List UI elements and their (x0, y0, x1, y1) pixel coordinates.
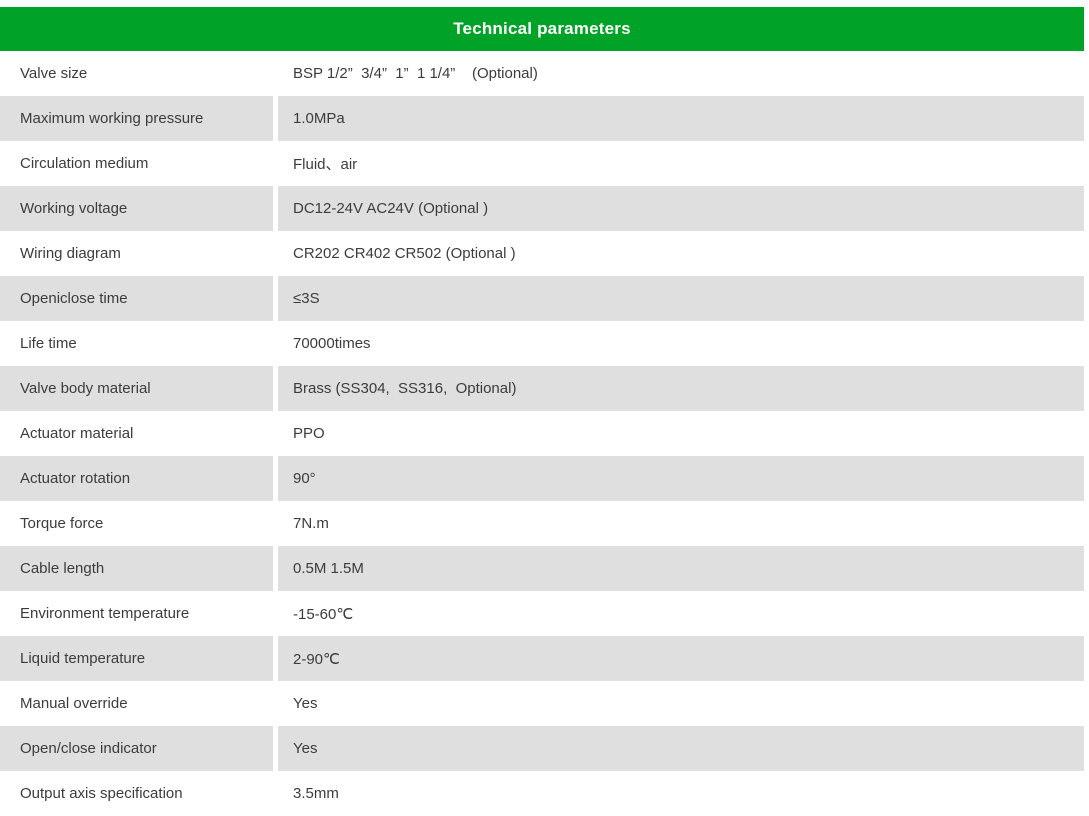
param-value: Brass (SS304, SS316, Optional) (278, 366, 1084, 411)
table-row: Actuator rotation 90° (0, 456, 1084, 501)
param-value: 3.5mm (293, 785, 339, 802)
param-value: 1.0MPa (278, 96, 1084, 141)
param-label: Torque force (20, 515, 104, 532)
param-label: Circulation medium (20, 155, 149, 172)
column-divider (273, 276, 278, 321)
table-row: Actuator material PPO (0, 411, 1084, 456)
table-row: Working voltage DC12-24V AC24V (Optional… (0, 186, 1084, 231)
column-divider (273, 456, 278, 501)
column-divider (273, 591, 278, 636)
column-divider (273, 546, 278, 591)
param-label: Manual override (20, 695, 128, 712)
param-value: CR202 CR402 CR502 (Optional ) (293, 245, 516, 262)
param-value: 2-90℃ (278, 636, 1084, 681)
column-divider (273, 186, 278, 231)
param-label: Maximum working pressure (0, 96, 273, 141)
table-row: Liquid temperature 2-90℃ (0, 636, 1084, 681)
table-row: Maximum working pressure 1.0MPa (0, 96, 1084, 141)
column-divider (273, 96, 278, 141)
column-divider (273, 141, 278, 186)
param-label: Open/close indicator (0, 726, 273, 771)
column-divider (273, 231, 278, 276)
param-value: BSP 1/2” 3/4” 1” 1 1/4” (Optional) (293, 65, 538, 82)
param-label: Valve size (20, 65, 88, 82)
param-value: ≤3S (278, 276, 1084, 321)
table-row: Environment temperature -15-60℃ (0, 591, 1084, 636)
param-label: Output axis specification (20, 785, 183, 802)
param-value: 90° (278, 456, 1084, 501)
param-label: Cable length (0, 546, 273, 591)
column-divider (273, 501, 278, 546)
table-body: Valve size BSP 1/2” 3/4” 1” 1 1/4” (Opti… (0, 51, 1084, 816)
column-divider (273, 411, 278, 456)
table-title-bar: Technical parameters (0, 7, 1084, 51)
param-label: Openiclose time (0, 276, 273, 321)
table-row: Valve body material Brass (SS304, SS316,… (0, 366, 1084, 411)
column-divider (273, 51, 278, 96)
table-row: Wiring diagram CR202 CR402 CR502 (Option… (0, 231, 1084, 276)
param-label: Wiring diagram (20, 245, 121, 262)
table-row: Output axis specification 3.5mm (0, 771, 1084, 816)
param-label: Environment temperature (20, 605, 190, 622)
column-divider (273, 321, 278, 366)
param-value: DC12-24V AC24V (Optional ) (278, 186, 1084, 231)
param-value: 0.5M 1.5M (278, 546, 1084, 591)
table-row: Life time 70000times (0, 321, 1084, 366)
param-value: -15-60℃ (293, 605, 354, 623)
param-label: Working voltage (0, 186, 273, 231)
param-value: PPO (293, 425, 325, 442)
table-row: Valve size BSP 1/2” 3/4” 1” 1 1/4” (Opti… (0, 51, 1084, 96)
column-divider (273, 681, 278, 726)
column-divider (273, 726, 278, 771)
column-divider (273, 771, 278, 816)
column-divider (273, 366, 278, 411)
param-label: Life time (20, 335, 77, 352)
table-row: Torque force 7N.m (0, 501, 1084, 546)
param-value: 7N.m (293, 515, 329, 532)
param-value: 70000times (293, 335, 371, 352)
table-row: Circulation medium Fluid、air (0, 141, 1084, 186)
table-title: Technical parameters (453, 19, 631, 38)
table-row: Cable length 0.5M 1.5M (0, 546, 1084, 591)
param-value: Fluid、air (293, 156, 358, 173)
param-label: Valve body material (0, 366, 273, 411)
param-label: Actuator rotation (0, 456, 273, 501)
table-row: Manual override Yes (0, 681, 1084, 726)
table-row: Open/close indicator Yes (0, 726, 1084, 771)
param-value: Yes (278, 726, 1084, 771)
param-label: Liquid temperature (0, 636, 273, 681)
param-label: Actuator material (20, 425, 134, 442)
param-value: Yes (293, 695, 318, 712)
table-row: Openiclose time ≤3S (0, 276, 1084, 321)
column-divider (273, 636, 278, 681)
